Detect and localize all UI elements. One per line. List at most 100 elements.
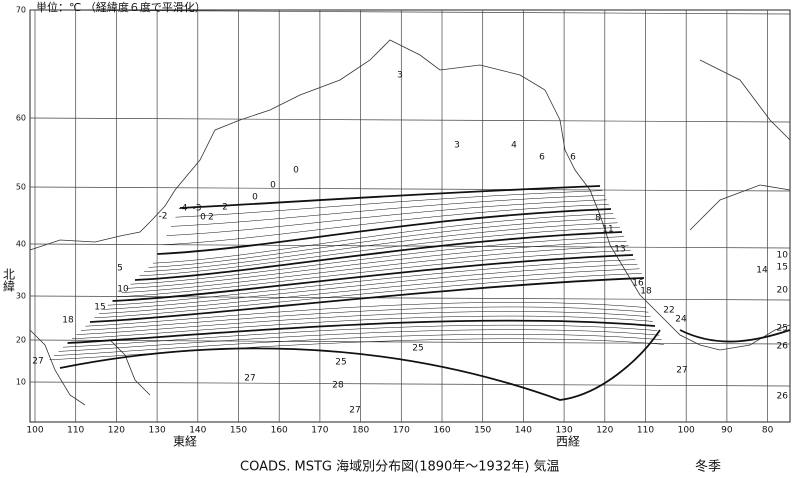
graticule	[29, 9, 791, 422]
lon-label: 80	[762, 426, 774, 436]
isotherm-label: 0	[270, 181, 276, 191]
isotherm-label: 5	[117, 264, 123, 274]
isotherm	[166, 199, 607, 236]
lon-label: 140	[515, 426, 532, 436]
lon-label: 150	[230, 426, 247, 436]
isotherm	[58, 329, 660, 352]
west-label: 西経	[556, 435, 580, 449]
isotherm-label: 15	[777, 263, 788, 273]
isotherm	[76, 311, 651, 335]
isotherm	[179, 185, 601, 209]
parallel	[29, 339, 791, 345]
isotherm	[59, 329, 661, 401]
isotherm-label: 11	[602, 225, 613, 235]
isotherm	[116, 250, 631, 298]
lon-label: 110	[637, 426, 654, 436]
isotherm	[71, 315, 653, 340]
parallel	[29, 243, 791, 249]
parallel	[29, 117, 791, 123]
lon-label: 150	[474, 426, 491, 436]
isotherm-label: -3	[193, 204, 202, 214]
isotherm-label: -4	[179, 204, 188, 214]
isotherm-label: 3	[454, 141, 460, 151]
isotherm	[143, 222, 618, 272]
isotherm-label: 3	[397, 71, 403, 81]
isotherms	[49, 185, 791, 401]
isotherm-label: 22	[663, 306, 674, 316]
lat-label: 30	[16, 292, 26, 301]
isotherm-label: 25	[412, 344, 423, 354]
map-title: 単位：℃ （経緯度６度で平滑化）	[36, 0, 206, 14]
isotherm-label: 26	[777, 392, 789, 402]
isotherm-label: 6	[570, 153, 576, 163]
isotherm-label: 25	[777, 324, 788, 334]
isotherm-label: 0	[293, 166, 299, 176]
isotherm	[175, 190, 603, 218]
isotherm	[62, 324, 658, 348]
isotherm	[130, 236, 625, 285]
lon-label: 110	[67, 426, 84, 436]
lat-label: 20	[16, 336, 26, 345]
lat-label: 10	[16, 378, 26, 387]
lon-label: 120	[108, 426, 125, 436]
isotherm-label: 10	[117, 285, 129, 295]
isotherm	[679, 329, 791, 343]
isotherm	[152, 213, 614, 264]
lon-label: 120	[596, 426, 613, 436]
east-label: 東経	[173, 435, 197, 449]
lon-label: 140	[189, 426, 206, 436]
lat-axis-label: 北緯	[2, 268, 16, 292]
isotherm	[89, 277, 645, 323]
isotherm	[121, 245, 629, 293]
isotherm	[98, 268, 640, 314]
isotherm-label: 14	[756, 266, 768, 276]
isotherm	[85, 302, 647, 327]
isotherm-label: 18	[62, 316, 74, 326]
lon-label: 160	[433, 426, 450, 436]
isotherm	[170, 194, 605, 227]
isotherm-label: 8	[595, 214, 601, 224]
lon-label: 100	[678, 426, 695, 436]
lon-label: 100	[26, 426, 43, 436]
isotherm-label: 2	[208, 213, 214, 223]
isotherm-label: 6	[539, 153, 545, 163]
isotherm-label: 0	[200, 213, 206, 223]
lon-label: 170	[311, 426, 328, 436]
isotherm-label: 27	[349, 406, 360, 416]
isotherm-label: 26	[777, 342, 789, 352]
isotherm	[139, 227, 620, 277]
isotherm-label: -2	[159, 212, 168, 222]
isotherm-label: 16	[632, 279, 644, 289]
isotherm-label: 10	[777, 251, 789, 261]
isotherm	[112, 254, 634, 302]
isotherm	[161, 204, 609, 246]
coastline	[29, 329, 151, 406]
isotherm-label: 2	[222, 203, 228, 213]
caption: COADS. MSTG 海域別分布図(1890年～1932年) 気温	[240, 459, 560, 475]
isotherm	[67, 319, 656, 344]
isotherm-label: 0	[252, 193, 258, 203]
lat-label: 70	[16, 6, 26, 15]
lon-label: 160	[271, 426, 288, 436]
isotherm-label: 28	[332, 381, 344, 391]
isotherm	[49, 338, 664, 361]
isotherm-label: 27	[32, 357, 43, 367]
isotherm-label: 25	[335, 358, 346, 368]
isotherm	[157, 208, 612, 255]
lon-label: 90	[721, 426, 733, 436]
lon-label: 170	[393, 426, 410, 436]
season: 冬季	[695, 459, 721, 475]
isotherm	[125, 240, 627, 289]
isotherm	[103, 263, 638, 310]
lon-label: 180	[352, 426, 369, 436]
coastlines	[29, 39, 791, 406]
isotherm-label: 24	[675, 315, 687, 325]
coastline	[689, 59, 791, 231]
isotherm	[94, 273, 642, 319]
lon-label: 130	[149, 426, 166, 436]
parallel	[29, 381, 791, 387]
isotherm-label: 27	[244, 374, 255, 384]
isotherm-label: 20	[777, 286, 789, 296]
isotherm-label: 15	[94, 303, 105, 313]
